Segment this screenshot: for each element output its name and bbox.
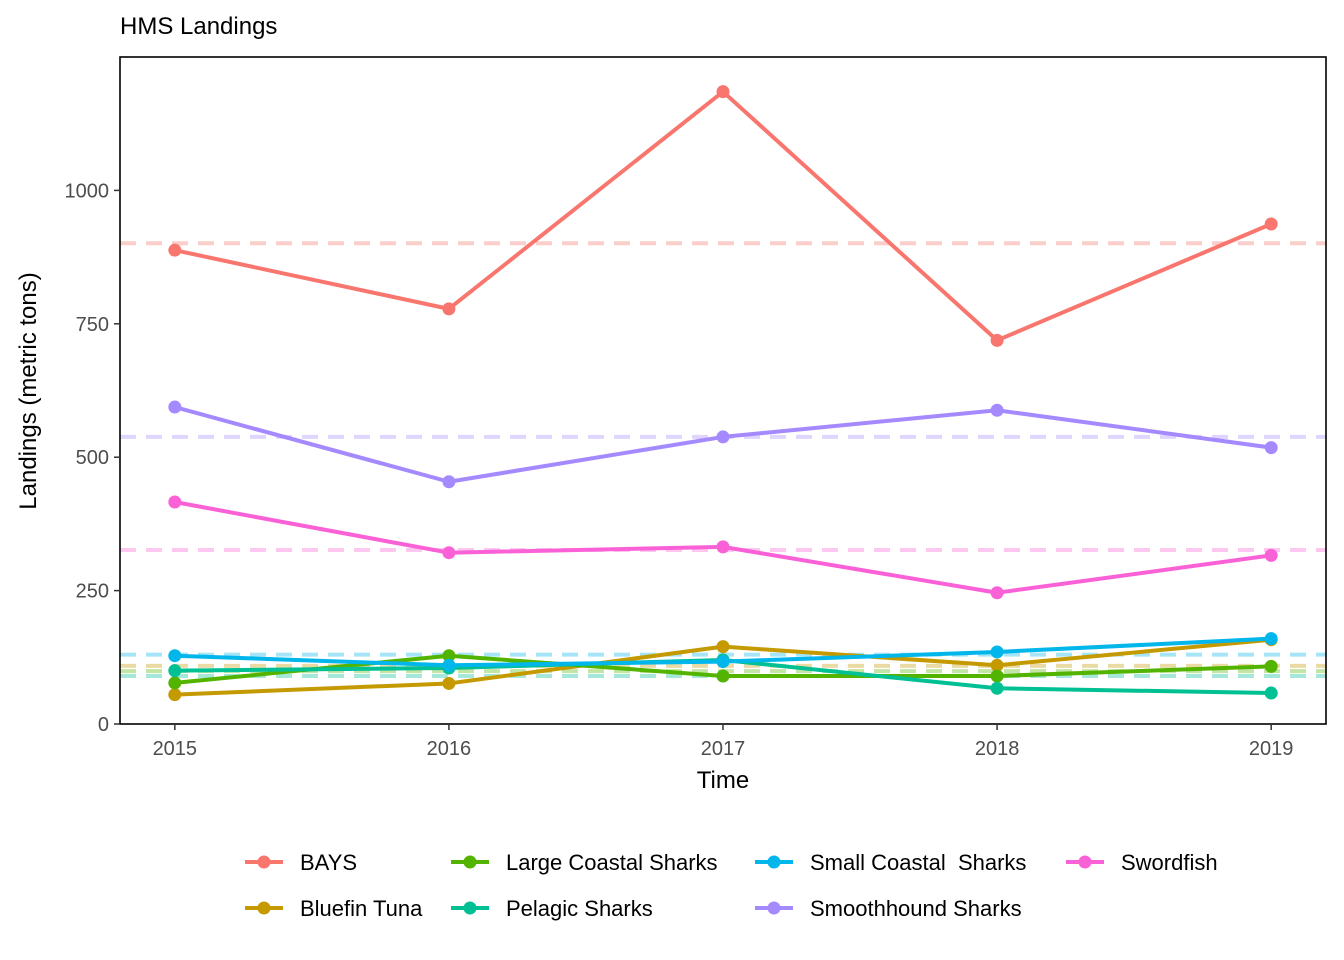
data-point-1-0 [168,688,182,702]
data-point-0-0 [168,243,182,257]
data-point-3-4 [1264,686,1278,700]
data-point-0-1 [442,302,456,316]
data-point-4-4 [1264,632,1278,646]
data-point-5-2 [716,430,730,444]
legend: BAYS Bluefin Tuna Large Coastal Sharks Pela… [245,850,1218,921]
legend-item-3: Pelagic Sharks [451,896,653,921]
data-point-3-3 [990,681,1004,695]
data-point-2-2 [716,669,730,683]
data-point-5-1 [442,475,456,489]
data-point-3-0 [168,664,182,678]
data-point-2-4 [1264,659,1278,673]
data-point-0-4 [1264,217,1278,231]
data-point-6-1 [442,546,456,560]
plot-panel-border [119,56,1327,725]
x-tick-label-3: 2018 [975,738,1020,760]
data-point-0-3 [990,333,1004,347]
legend-key-point-3 [463,901,477,915]
legend-label-6: Swordfish [1121,850,1218,875]
plot-area [120,85,1326,702]
y-tick-label-2: 500 [76,447,109,469]
x-tick-label-2: 2017 [701,738,746,760]
y-tick-label-1: 250 [76,581,109,603]
chart-title: HMS Landings [120,13,277,40]
data-point-2-1 [442,649,456,663]
data-point-4-0 [168,649,182,663]
data-point-6-3 [990,586,1004,600]
legend-label-3: Pelagic Sharks [506,896,653,921]
y-tick-label-0: 0 [98,714,109,736]
data-point-2-0 [168,676,182,690]
legend-item-6: Swordfish [1066,850,1218,875]
legend-item-0: BAYS [245,850,357,875]
x-tick-label-0: 2015 [153,738,198,760]
data-point-5-3 [990,403,1004,417]
legend-key-point-5 [767,901,781,915]
legend-label-1: Bluefin Tuna [300,896,423,921]
data-point-5-4 [1264,441,1278,455]
x-axis: 2015 2016 2017 2018 2019 [153,724,1294,760]
legend-key-point-4 [767,855,781,869]
data-point-0-2 [716,85,730,99]
x-tick-label-4: 2019 [1249,738,1294,760]
data-point-6-0 [168,495,182,509]
data-point-1-1 [442,676,456,690]
data-point-4-3 [990,645,1004,659]
legend-key-point-0 [257,855,271,869]
series-line-0 [172,89,1274,343]
legend-label-4: Small Coastal Sharks [810,850,1026,875]
data-point-6-2 [716,540,730,554]
x-tick-label-1: 2016 [427,738,472,760]
data-point-1-3 [990,658,1004,672]
data-point-1-2 [716,640,730,654]
data-point-5-0 [168,400,182,414]
legend-label-0: BAYS [300,850,357,875]
legend-label-2: Large Coastal Sharks [506,850,718,875]
x-axis-title: Time [697,767,749,794]
legend-item-5: Smoothhound Sharks [755,896,1022,921]
legend-item-1: Bluefin Tuna [245,896,423,921]
data-point-4-2 [716,655,730,669]
legend-key-point-2 [463,855,477,869]
legend-key-point-1 [257,901,271,915]
legend-key-point-6 [1078,855,1092,869]
data-point-6-4 [1264,548,1278,562]
legend-item-4: Small Coastal Sharks [755,850,1026,875]
data-point-2-3 [990,669,1004,683]
y-axis: 0 250 500 750 1000 [65,180,120,736]
y-axis-title: Landings (metric tons) [15,272,42,509]
legend-label-5: Smoothhound Sharks [810,896,1022,921]
y-tick-label-4: 1000 [65,180,110,202]
legend-item-2: Large Coastal Sharks [451,850,718,875]
series-line-5 [172,405,1274,484]
y-tick-label-3: 750 [76,314,109,336]
data-point-4-1 [442,658,456,672]
